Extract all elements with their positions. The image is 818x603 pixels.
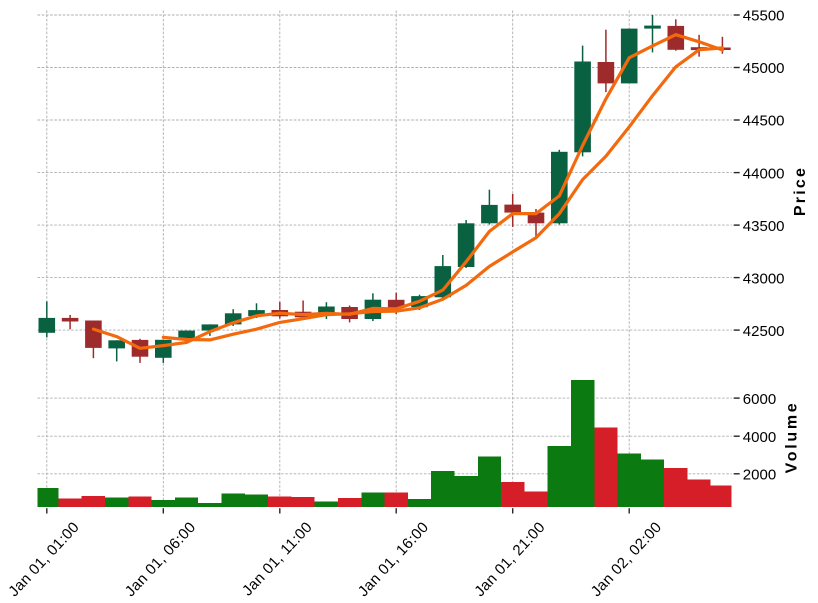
svg-text:44500: 44500 [743,113,785,130]
svg-text:Price: Price [792,166,809,216]
svg-text:43500: 43500 [743,218,785,235]
svg-text:Volume: Volume [783,401,800,474]
svg-text:45500: 45500 [743,8,785,25]
svg-text:4000: 4000 [743,429,776,446]
svg-text:44000: 44000 [743,165,785,182]
svg-text:42500: 42500 [743,323,785,340]
svg-text:6000: 6000 [743,391,776,408]
svg-text:43000: 43000 [743,270,785,287]
svg-text:45000: 45000 [743,60,785,77]
svg-text:2000: 2000 [743,467,776,484]
